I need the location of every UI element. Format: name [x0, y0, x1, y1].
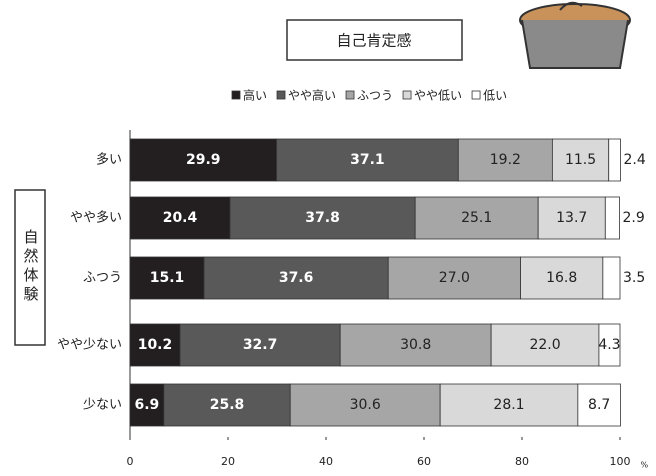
value-label: 25.8 [210, 397, 245, 413]
x-unit: % [641, 461, 649, 470]
bar-segment [387, 256, 521, 300]
bar-segment [339, 323, 492, 367]
legend-label: 高い [243, 88, 267, 103]
value-label: 28.1 [493, 397, 524, 413]
value-label: 15.1 [150, 270, 185, 286]
bar-segment [604, 196, 620, 240]
value-label: 3.5 [623, 270, 645, 286]
x-tick-label: 20 [221, 455, 235, 468]
value-label: 10.2 [138, 337, 173, 353]
legend-label: やや低い [414, 89, 462, 103]
value-label: 11.5 [565, 152, 596, 168]
value-label: 4.3 [598, 337, 620, 353]
bar-segment [276, 138, 459, 182]
legend-label: 低い [483, 89, 507, 103]
bar-segment [129, 196, 231, 240]
legend-swatch [276, 90, 286, 100]
legend-swatch [471, 90, 481, 100]
value-label: 25.1 [461, 210, 492, 226]
value-label: 29.9 [186, 152, 221, 168]
y-tick-label: 少ない [83, 398, 122, 413]
y-axis-label: 自然体験 [22, 229, 40, 305]
x-tick-label: 100 [610, 455, 631, 468]
bar-segment [577, 383, 621, 427]
bar-segment [602, 256, 621, 300]
value-label: 19.2 [490, 152, 521, 168]
value-label: 37.8 [305, 210, 340, 226]
bar-segment [608, 138, 621, 182]
title-box [286, 19, 463, 61]
bar-segment [414, 196, 539, 240]
x-tick-label: 80 [515, 455, 529, 468]
value-label: 6.9 [134, 397, 159, 413]
value-label: 32.7 [243, 337, 278, 353]
bar-segment [439, 383, 579, 427]
bar-segment [537, 196, 606, 240]
value-label: 2.4 [623, 152, 645, 168]
value-label: 37.1 [350, 152, 385, 168]
bar-segment [229, 196, 416, 240]
value-label: 13.7 [556, 210, 587, 226]
bar-segment [129, 256, 205, 300]
bar-segment [551, 138, 610, 182]
value-label: 30.8 [400, 337, 431, 353]
y-tick-label: ふつう [83, 271, 122, 286]
x-tick-label: 60 [417, 455, 431, 468]
pot-illustration [519, 1, 631, 69]
chart-title: 自己肯定感 [336, 32, 411, 50]
value-label: 30.6 [350, 397, 381, 413]
value-label: 2.9 [623, 210, 645, 226]
x-tick-label: 40 [319, 455, 333, 468]
value-label: 37.6 [279, 270, 314, 286]
bar-segment [520, 256, 604, 300]
bar-segment [490, 323, 600, 367]
bar-segment [163, 383, 291, 427]
bar-segment [457, 138, 553, 182]
value-label: 27.0 [439, 270, 470, 286]
y-tick-label: 多い [96, 152, 122, 168]
legend-swatch [402, 90, 412, 100]
bar-segment [179, 323, 341, 367]
legend-swatch [345, 90, 355, 100]
legend-label: ふつう [357, 89, 393, 103]
bar-segment [129, 138, 277, 182]
legend-swatch [231, 90, 241, 100]
value-label: 22.0 [529, 337, 560, 353]
y-label-box [14, 189, 46, 346]
bar-segment [129, 323, 181, 367]
x-tick-label: 0 [127, 455, 134, 468]
y-tick-label: やや少ない [57, 338, 122, 353]
value-label: 20.4 [163, 210, 198, 226]
value-label: 16.8 [546, 270, 577, 286]
bar-segment [598, 323, 621, 367]
value-label: 8.7 [588, 397, 610, 413]
bar-segment [203, 256, 389, 300]
legend-label: やや高い [288, 88, 336, 103]
bar-segment [129, 383, 165, 427]
y-tick-label: やや多い [70, 210, 122, 226]
